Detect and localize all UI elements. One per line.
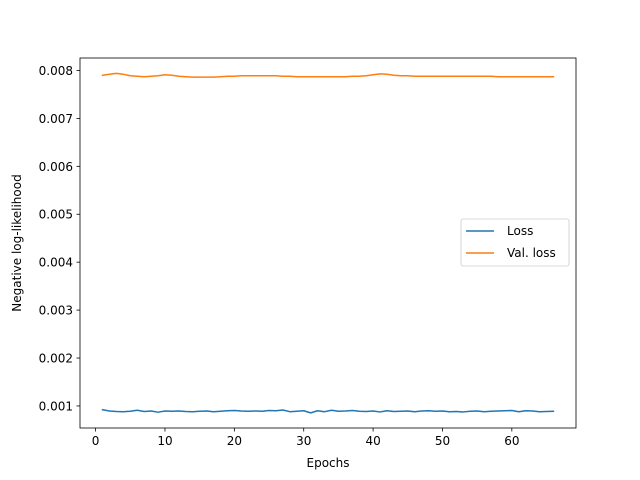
series-line-loss: [101, 408, 555, 414]
x-tick-label: 0: [92, 434, 100, 448]
y-tick-label: 0.006: [39, 160, 73, 174]
legend: Loss Val. loss: [460, 218, 570, 267]
y-axis-ticks: 0.001 0.002 0.003 0.004 0.005 0.006 0.007 0.008: [39, 64, 80, 413]
y-axis-label: Negative log-likelihood: [10, 174, 24, 311]
y-tick-label: 0.008: [39, 64, 73, 78]
y-tick-label: 0.005: [39, 208, 73, 222]
x-tick-label: 20: [227, 434, 242, 448]
legend-label-val-loss: Val. loss: [507, 246, 556, 260]
series-lines: [101, 72, 555, 414]
x-tick-label: 10: [157, 434, 172, 448]
y-tick-label: 0.007: [39, 112, 73, 126]
x-axis-ticks: 0 10 20 30 40 50 60: [92, 428, 519, 448]
series-line-val-loss: [101, 72, 555, 78]
legend-label-loss: Loss: [507, 224, 533, 238]
x-tick-label: 60: [504, 434, 519, 448]
plot-frame: [79, 57, 577, 429]
y-tick-label: 0.004: [39, 256, 73, 270]
x-tick-label: 30: [296, 434, 311, 448]
x-axis-label: Epochs: [307, 456, 350, 470]
x-tick-label: 40: [365, 434, 380, 448]
y-tick-label: 0.001: [39, 399, 73, 413]
y-tick-label: 0.002: [39, 352, 73, 366]
x-tick-label: 50: [435, 434, 450, 448]
y-tick-label: 0.003: [39, 304, 73, 318]
